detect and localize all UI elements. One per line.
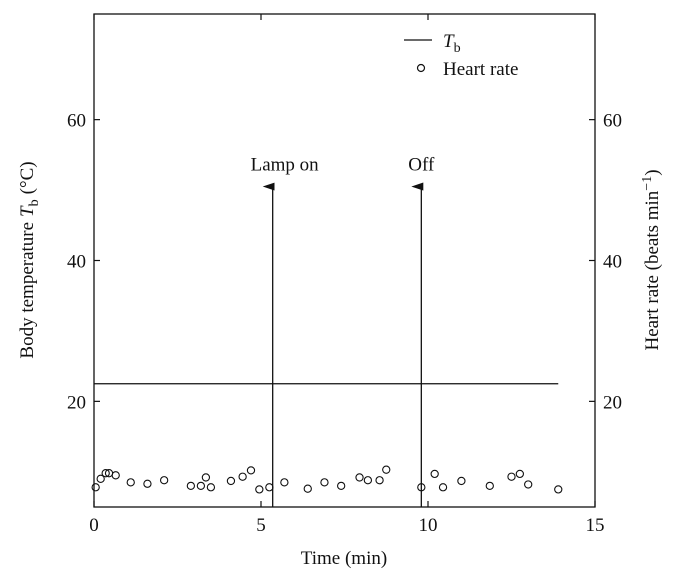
y-left-tick-label: 40: [67, 252, 86, 273]
heart-rate-point: [226, 476, 236, 486]
y-left-axis-title-unit: (°C): [17, 161, 38, 194]
annotation-label: Lamp on: [251, 155, 320, 176]
heart-rate-point: [337, 481, 346, 491]
y-right-axis-title-superscript: −1: [640, 176, 655, 191]
y-left-axis-title-symbol: T: [17, 205, 38, 217]
heart-rate-point: [554, 485, 563, 494]
heart-rate-point: [196, 481, 206, 491]
x-tick-label: 0: [89, 515, 99, 536]
legend-heart-rate-marker: [416, 63, 426, 73]
y-right-tick-labels: 20 40 60: [603, 111, 622, 414]
y-left-tick-label: 60: [67, 111, 86, 132]
y-right-axis-title: Heart rate (beats min−1): [640, 169, 663, 350]
heart-rate-point: [507, 472, 516, 481]
heart-rate-point: [363, 476, 373, 485]
x-axis-tick-labels: 0 5 10 15: [89, 515, 604, 536]
y-left-axis-title-text: Body temperature: [17, 222, 38, 359]
heart-rate-point: [126, 478, 135, 487]
heart-rate-point: [430, 469, 439, 479]
x-axis-ticks: [93, 14, 596, 507]
heart-rate-point: [238, 472, 247, 481]
annotation-label: Off: [408, 155, 435, 176]
y-left-tick-labels: 20 40 60: [67, 111, 86, 414]
heart-rate-point: [111, 471, 120, 480]
y-right-tick-label: 20: [603, 392, 622, 413]
heart-rate-point: [320, 478, 329, 487]
plot-frame: [93, 13, 596, 508]
heart-rate-point: [265, 483, 274, 492]
heart-rate-point: [280, 478, 289, 487]
x-tick-label: 15: [586, 515, 605, 536]
y-right-tick-label: 40: [603, 252, 622, 273]
x-axis-title: Time (min): [301, 548, 387, 569]
series-layer: [91, 383, 563, 494]
y-left-tick-label: 20: [67, 392, 86, 413]
heart-rate-point: [159, 476, 169, 485]
heart-rate-point: [382, 465, 391, 474]
heart-rate-point: [355, 473, 364, 482]
heart-rate-point: [91, 483, 100, 492]
heart-rate-point: [246, 466, 256, 475]
heart-rate-point: [101, 469, 110, 478]
y-right-tick-label: 60: [603, 111, 622, 132]
heart-rate-point: [143, 479, 152, 488]
heart-rate-point: [485, 481, 494, 491]
y-right-axis-title-text: Heart rate (beats min: [642, 190, 663, 350]
annotation-layer: Lamp on Off: [251, 155, 435, 507]
heart-rate-point: [96, 474, 105, 483]
x-tick-label: 5: [256, 515, 266, 536]
y-right-axis-title-close: ): [642, 169, 663, 175]
legend-tb-label: Tb: [443, 31, 461, 56]
legend-heart-rate-label: Heart rate: [443, 59, 518, 80]
heart-rate-point: [255, 485, 264, 494]
heart-rate-point: [438, 483, 448, 492]
heart-rate-point: [206, 483, 216, 492]
heart-rate-point: [524, 480, 533, 489]
heart-rate-point: [303, 484, 312, 493]
heart-rate-point: [515, 469, 524, 479]
legend: Tb Heart rate: [404, 31, 518, 80]
x-tick-label: 10: [419, 515, 438, 536]
heart-rate-point: [375, 476, 384, 485]
heart-rate-point: [457, 476, 466, 486]
y-axis-ticks: [94, 119, 595, 402]
legend-tb-symbol: T: [443, 31, 455, 52]
legend-tb-subscript: b: [454, 41, 461, 56]
heart-rate-point: [201, 473, 211, 482]
heart-rate-point: [186, 481, 196, 491]
y-left-axis-title-subscript: b: [27, 199, 42, 206]
y-left-axis-title: Body temperature Tb (°C): [17, 161, 42, 358]
